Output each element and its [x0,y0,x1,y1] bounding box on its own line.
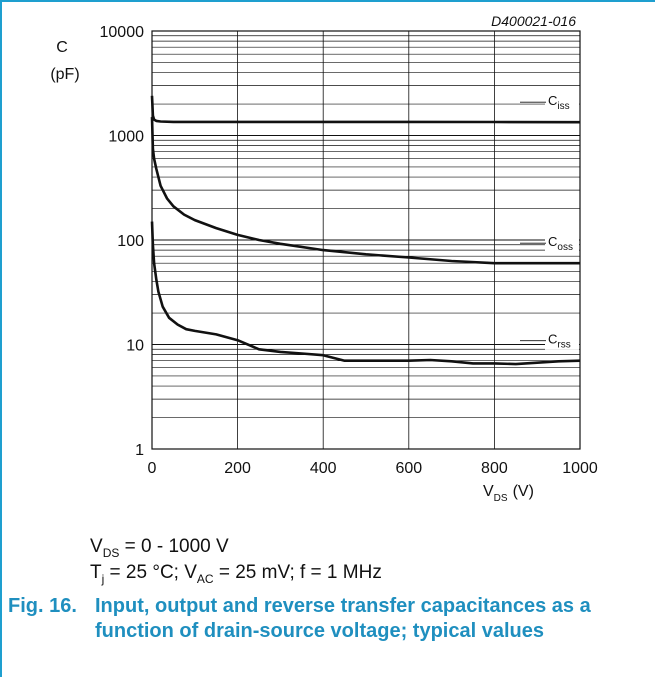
series-label-rss: Crss [548,332,571,351]
condition-tj-vac-f: Tj = 25 °C; VAC = 25 mV; f = 1 MHz [90,562,382,586]
figure-number: Fig. 16. [8,595,77,617]
series-line-rss [150,221,581,366]
y-tick-label: 1000 [108,129,144,146]
series-line-oss [150,117,580,265]
x-tick-label: 400 [310,460,337,477]
x-tick-label: 1000 [562,460,598,477]
y-tick-label: 1 [135,442,144,459]
y-tick-labels: 1 10 100 1000 10000 [100,24,145,459]
document-id: D400021-016 [491,13,576,29]
x-tick-label: 600 [395,460,422,477]
figure-caption: Fig. 16. Input, output and reverse trans… [8,594,648,644]
x-tick-label: 800 [481,460,508,477]
series-label-bg [545,233,579,253]
figure-title: Input, output and reverse transfer capac… [95,595,591,642]
series-labels: Ciss Coss Crss [520,92,579,351]
series-label-bg [545,330,579,350]
y-axis-unit: (pF) [50,66,79,83]
x-axis-label: VDS (V) [483,483,534,504]
y-tick-label: 10 [126,338,144,355]
condition-vds: VDS = 0 - 1000 V [90,536,229,560]
capacitance-chart: 0 200 400 600 800 1000 1 10 100 1000 10000 Ciss Co… [50,13,598,504]
y-tick-label: 100 [117,233,144,250]
series-label-bg [545,92,579,112]
x-tick-label: 200 [224,460,251,477]
series-label-iss: Ciss [548,93,570,112]
y-tick-label: 10000 [100,24,145,41]
x-tick-label: 0 [148,460,157,477]
series-lines [150,95,581,366]
x-tick-labels: 0 200 400 600 800 1000 [148,460,598,477]
series-label-oss: Coss [548,234,573,253]
series-line-iss [150,95,581,124]
y-axis-label: C [56,39,68,56]
chart-grid [151,31,581,450]
